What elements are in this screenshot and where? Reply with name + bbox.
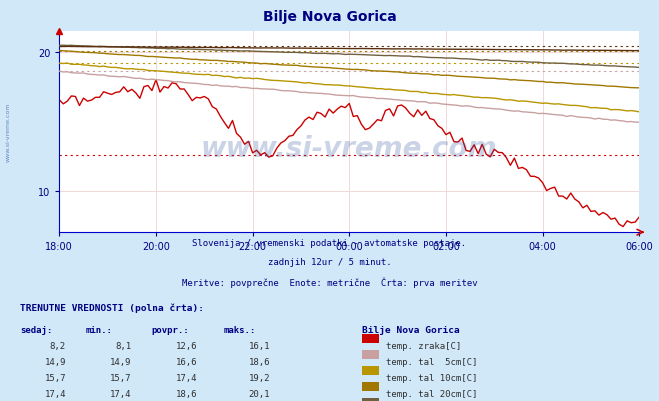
Text: 18,6: 18,6 — [248, 357, 270, 366]
Text: temp. zraka[C]: temp. zraka[C] — [386, 341, 461, 350]
Text: zadnjih 12ur / 5 minut.: zadnjih 12ur / 5 minut. — [268, 258, 391, 267]
Text: Bilje Nova Gorica: Bilje Nova Gorica — [362, 325, 460, 334]
Text: temp. tal  5cm[C]: temp. tal 5cm[C] — [386, 357, 477, 366]
Text: www.si-vreme.com: www.si-vreme.com — [6, 103, 11, 162]
Text: TRENUTNE VREDNOSTI (polna črta):: TRENUTNE VREDNOSTI (polna črta): — [20, 303, 204, 312]
Text: sedaj:: sedaj: — [20, 325, 52, 334]
Text: 15,7: 15,7 — [44, 373, 66, 382]
Text: 19,2: 19,2 — [248, 373, 270, 382]
Text: 12,6: 12,6 — [176, 341, 198, 350]
Text: maks.:: maks.: — [224, 325, 256, 334]
Text: 17,4: 17,4 — [44, 389, 66, 398]
Text: 20,1: 20,1 — [248, 389, 270, 398]
Text: 14,9: 14,9 — [44, 357, 66, 366]
Text: temp. tal 10cm[C]: temp. tal 10cm[C] — [386, 373, 477, 382]
Text: povpr.:: povpr.: — [152, 325, 189, 334]
Text: Bilje Nova Gorica: Bilje Nova Gorica — [263, 10, 396, 24]
Text: 15,7: 15,7 — [110, 373, 132, 382]
Text: 8,1: 8,1 — [116, 341, 132, 350]
Text: 14,9: 14,9 — [110, 357, 132, 366]
Text: www.si-vreme.com: www.si-vreme.com — [201, 134, 498, 162]
Text: Slovenija / vremenski podatki - avtomatske postaje.: Slovenija / vremenski podatki - avtomats… — [192, 239, 467, 247]
Text: temp. tal 20cm[C]: temp. tal 20cm[C] — [386, 389, 477, 398]
Text: 16,1: 16,1 — [248, 341, 270, 350]
Text: 18,6: 18,6 — [176, 389, 198, 398]
Text: Meritve: povprečne  Enote: metrične  Črta: prva meritev: Meritve: povprečne Enote: metrične Črta:… — [182, 277, 477, 288]
Text: min.:: min.: — [86, 325, 113, 334]
Text: 17,4: 17,4 — [110, 389, 132, 398]
Text: 17,4: 17,4 — [176, 373, 198, 382]
Text: 16,6: 16,6 — [176, 357, 198, 366]
Text: 8,2: 8,2 — [50, 341, 66, 350]
